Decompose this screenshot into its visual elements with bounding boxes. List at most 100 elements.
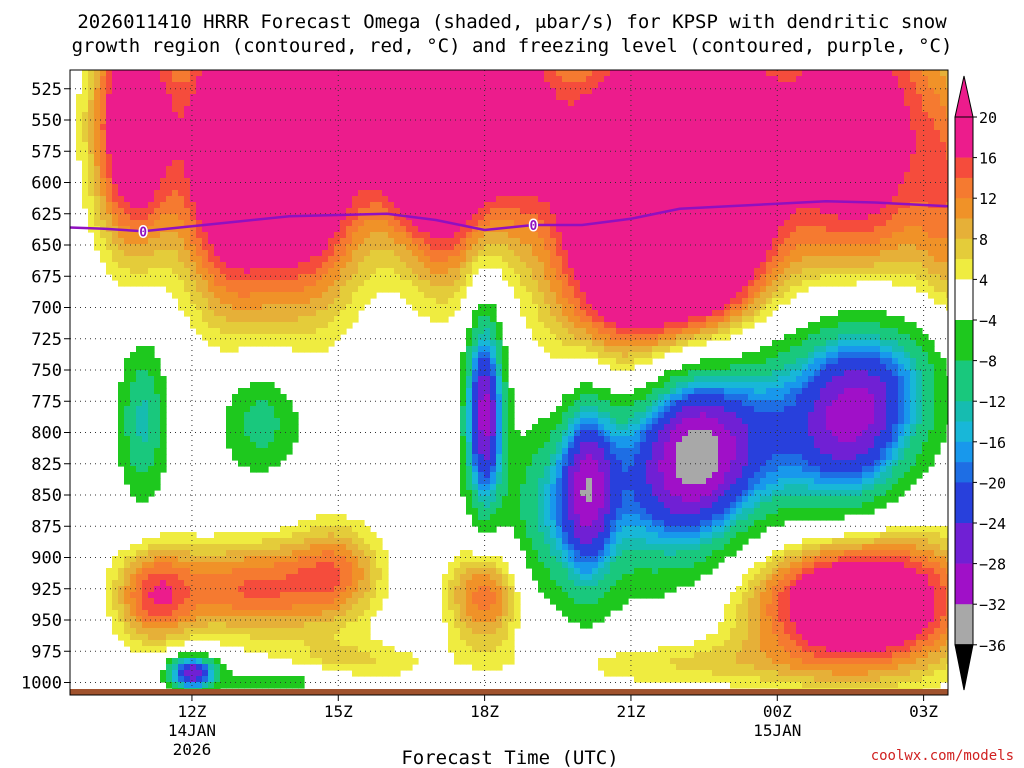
- omega-cell: [238, 82, 245, 89]
- omega-cell: [850, 112, 857, 119]
- omega-cell: [526, 82, 533, 89]
- omega-cell: [382, 184, 389, 191]
- omega-cell: [118, 88, 125, 95]
- omega-cell: [886, 202, 893, 209]
- omega-cell: [658, 202, 665, 209]
- omega-cell: [772, 130, 779, 137]
- omega-cell: [520, 148, 527, 155]
- omega-cell: [754, 94, 761, 101]
- omega-cell: [718, 232, 725, 239]
- omega-cell: [430, 202, 437, 209]
- omega-cell: [370, 226, 377, 233]
- omega-cell: [550, 202, 557, 209]
- omega-cell: [520, 124, 527, 131]
- omega-cell: [514, 130, 521, 137]
- omega-cell: [658, 88, 665, 95]
- omega-cell: [340, 118, 347, 125]
- omega-cell: [718, 172, 725, 179]
- omega-cell: [682, 82, 689, 89]
- omega-cell: [172, 82, 179, 89]
- omega-cell: [754, 142, 761, 149]
- omega-cell: [844, 118, 851, 125]
- omega-cell: [742, 178, 749, 185]
- omega-cell: [838, 268, 845, 275]
- omega-cell: [130, 112, 137, 119]
- omega-cell: [430, 106, 437, 113]
- omega-cell: [862, 196, 869, 203]
- omega-cell: [682, 94, 689, 101]
- omega-cell: [502, 244, 509, 251]
- omega-cell: [382, 250, 389, 257]
- omega-cell: [568, 124, 575, 131]
- omega-cell: [496, 244, 503, 251]
- omega-cell: [364, 160, 371, 167]
- omega-cell: [922, 142, 929, 149]
- omega-cell: [100, 82, 107, 89]
- omega-cell: [556, 202, 563, 209]
- omega-cell: [292, 238, 299, 245]
- omega-cell: [478, 82, 485, 89]
- omega-cell: [658, 256, 665, 263]
- omega-cell: [130, 214, 137, 221]
- omega-cell: [226, 262, 233, 269]
- omega-cell: [154, 70, 161, 77]
- omega-cell: [298, 160, 305, 167]
- omega-cell: [838, 136, 845, 143]
- omega-cell: [100, 148, 107, 155]
- omega-cell: [694, 136, 701, 143]
- omega-cell: [508, 100, 515, 107]
- omega-cell: [832, 142, 839, 149]
- omega-cell: [202, 268, 209, 275]
- omega-cell: [640, 208, 647, 215]
- omega-cell: [178, 250, 185, 257]
- omega-cell: [244, 178, 251, 185]
- omega-cell: [136, 202, 143, 209]
- omega-cell: [700, 136, 707, 143]
- omega-cell: [214, 250, 221, 257]
- omega-cell: [334, 184, 341, 191]
- omega-cell: [472, 208, 479, 215]
- omega-cell: [424, 124, 431, 131]
- omega-cell: [706, 100, 713, 107]
- omega-cell: [790, 250, 797, 257]
- omega-cell: [712, 262, 719, 269]
- omega-cell: [556, 220, 563, 227]
- omega-cell: [916, 130, 923, 137]
- omega-cell: [928, 262, 935, 269]
- omega-cell: [298, 166, 305, 173]
- omega-cell: [382, 232, 389, 239]
- omega-cell: [232, 256, 239, 263]
- omega-cell: [334, 214, 341, 221]
- omega-cell: [754, 190, 761, 197]
- omega-cell: [742, 214, 749, 221]
- omega-cell: [772, 208, 779, 215]
- omega-cell: [844, 196, 851, 203]
- omega-cell: [946, 268, 948, 275]
- omega-cell: [160, 82, 167, 89]
- omega-cell: [262, 154, 269, 161]
- omega-cell: [532, 196, 539, 203]
- omega-cell: [256, 232, 263, 239]
- omega-cell: [772, 136, 779, 143]
- omega-cell: [484, 172, 491, 179]
- omega-cell: [160, 112, 167, 119]
- omega-cell: [502, 196, 509, 203]
- omega-cell: [244, 160, 251, 167]
- omega-cell: [874, 130, 881, 137]
- omega-cell: [370, 82, 377, 89]
- omega-cell: [856, 196, 863, 203]
- omega-cell: [934, 70, 941, 77]
- omega-cell: [448, 130, 455, 137]
- omega-cell: [370, 124, 377, 131]
- omega-cell: [652, 178, 659, 185]
- omega-cell: [856, 232, 863, 239]
- omega-cell: [676, 76, 683, 83]
- omega-cell: [760, 88, 767, 95]
- omega-cell: [754, 256, 761, 263]
- omega-cell: [538, 160, 545, 167]
- omega-cell: [670, 184, 677, 191]
- omega-cell: [862, 154, 869, 161]
- omega-cell: [646, 214, 653, 221]
- omega-cell: [154, 244, 161, 251]
- omega-cell: [736, 166, 743, 173]
